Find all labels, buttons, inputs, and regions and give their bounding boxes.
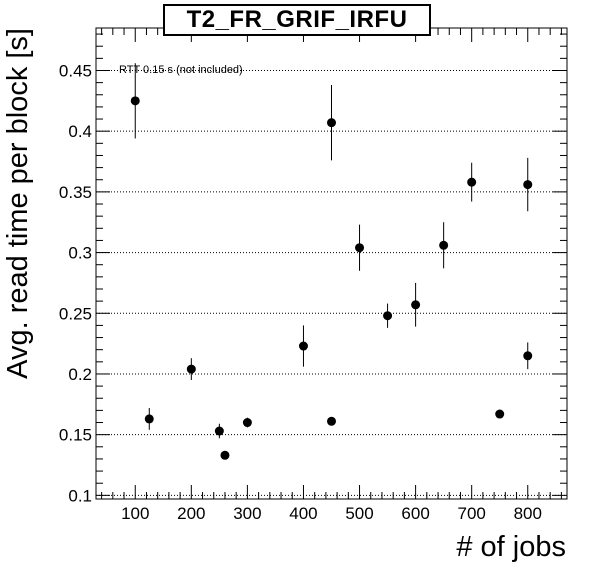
data-marker: [411, 300, 421, 310]
x-axis-label: # of jobs: [456, 531, 566, 563]
y-tick-label: 0.35: [59, 183, 92, 202]
data-point: [220, 450, 230, 460]
data-marker: [495, 409, 505, 419]
data-marker: [242, 418, 252, 428]
data-marker: [383, 311, 393, 321]
tick-labels: 0.1 0.15 0.2 0.25 0.3 0.35 0.4 0.45 100 200 300 400…: [59, 61, 542, 523]
y-tick-label: 0.3: [68, 244, 92, 263]
x-tick-label: 400: [289, 504, 317, 523]
data-marker: [220, 450, 230, 460]
data-point: [186, 358, 196, 381]
data-point: [411, 282, 421, 327]
x-tick-label: 800: [514, 504, 542, 523]
data-point: [327, 85, 336, 161]
data-point: [298, 325, 308, 367]
data-marker: [467, 177, 477, 187]
y-tick-label: 0.15: [59, 426, 92, 445]
data-point: [523, 157, 533, 212]
rtt-annotation: RTT 0.15 s (not included): [119, 64, 243, 76]
y-tick-label: 0.2: [68, 365, 92, 384]
data-point: [242, 417, 252, 428]
data-marker: [130, 96, 140, 106]
x-tick-label: 100: [121, 504, 149, 523]
data-marker: [355, 243, 365, 253]
data-marker: [439, 240, 449, 250]
data-point: [130, 63, 140, 139]
chart-title: T2_FR_GRIF_IRFU: [186, 6, 408, 33]
y-axis-label: Avg. read time per block [s]: [2, 28, 34, 379]
chart-title-box: T2_FR_GRIF_IRFU: [163, 4, 431, 36]
data-marker: [144, 414, 154, 424]
data-point: [523, 342, 533, 370]
grid-lines: [96, 69, 567, 496]
data-marker: [523, 351, 533, 361]
y-tick-label: 0.1: [68, 486, 92, 505]
x-tick-label: 600: [401, 504, 429, 523]
data-point: [383, 303, 393, 328]
data-marker: [327, 118, 336, 128]
data-marker: [214, 426, 224, 436]
data-point: [439, 222, 449, 269]
y-tick-label: 0.45: [59, 61, 92, 80]
data-points: [130, 63, 533, 460]
x-tick-label: 700: [457, 504, 485, 523]
y-tick-label: 0.4: [68, 122, 92, 141]
data-marker: [298, 341, 308, 351]
data-point: [467, 162, 477, 202]
data-point: [355, 224, 365, 271]
x-tick-label: 300: [233, 504, 261, 523]
data-marker: [327, 416, 336, 426]
data-point: [495, 409, 505, 419]
x-tick-label: 200: [177, 504, 205, 523]
x-tick-label: 500: [345, 504, 373, 523]
data-marker: [523, 180, 533, 190]
data-marker: [186, 364, 196, 374]
y-tick-label: 0.25: [59, 304, 92, 323]
data-point: [327, 416, 336, 426]
data-point: [144, 407, 154, 430]
data-point: [214, 423, 224, 439]
